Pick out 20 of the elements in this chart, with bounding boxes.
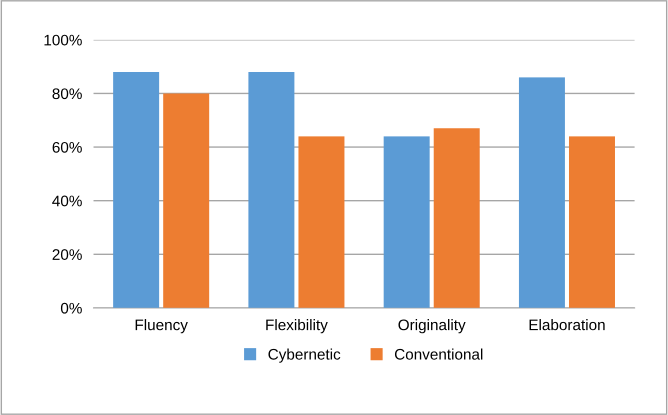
- legend-label: Conventional: [394, 348, 482, 360]
- x-tick-label: Elaboration: [530, 319, 605, 330]
- y-tick-label: 0%: [60, 302, 82, 314]
- bar: [518, 77, 565, 308]
- bar: [568, 136, 615, 308]
- x-tick-label: Originality: [398, 319, 466, 334]
- legend-label: Cybernetic: [268, 348, 340, 363]
- x-tick-label: Flexibility: [266, 319, 328, 334]
- y-tick-label: 80%: [52, 88, 82, 100]
- bar: [113, 72, 160, 308]
- y-tick-label: 20%: [52, 249, 82, 260]
- bar: [384, 136, 430, 308]
- bar: [163, 93, 210, 308]
- y-tick-label: 100%: [44, 34, 82, 46]
- y-tick-label: 40%: [52, 196, 82, 206]
- x-tick-label: Fluency: [136, 319, 188, 334]
- y-tick-label: 60%: [52, 142, 82, 153]
- bar: [298, 136, 344, 308]
- bar: [248, 72, 294, 308]
- bar: [434, 128, 480, 308]
